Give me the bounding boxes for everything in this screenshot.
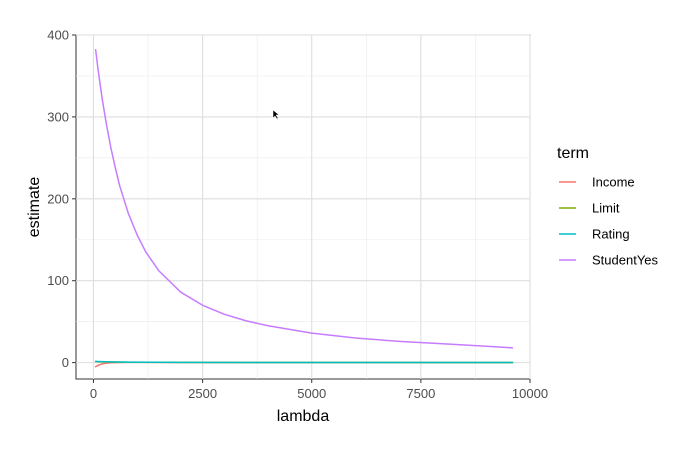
y-tick-label: 400: [47, 28, 69, 43]
legend-label-studentyes: StudentYes: [592, 253, 659, 268]
x-axis-title: lambda: [277, 408, 330, 425]
x-tick-label: 2500: [188, 386, 217, 401]
series-lines: [94, 48, 514, 368]
legend-title: term: [557, 145, 589, 162]
x-axis-ticks: 0 2500 5000 7500 10000: [90, 379, 548, 401]
mouse-cursor-icon: [272, 109, 280, 120]
x-tick-label: 5000: [297, 386, 326, 401]
plot-panel: [75, 34, 531, 380]
series-line-rating: [94, 360, 514, 364]
legend: term Income Limit Rating StudentYes: [557, 145, 659, 268]
y-axis-title: estimate: [26, 177, 43, 238]
legend-items: Income Limit Rating StudentYes: [559, 175, 659, 268]
y-tick-label: 200: [47, 191, 69, 206]
y-tick-label: 300: [47, 109, 69, 124]
minor-gridlines: [76, 35, 530, 379]
legend-label-income: Income: [592, 175, 635, 190]
y-axis-ticks: 0 100 200 300 400: [47, 28, 76, 370]
y-tick-label: 100: [47, 273, 69, 288]
legend-label-rating: Rating: [592, 227, 630, 242]
x-tick-label: 10000: [512, 386, 548, 401]
x-tick-label: 7500: [406, 386, 435, 401]
legend-label-limit: Limit: [592, 201, 620, 216]
series-line-studentyes: [94, 48, 514, 349]
y-tick-label: 0: [62, 355, 69, 370]
x-tick-label: 0: [90, 386, 97, 401]
